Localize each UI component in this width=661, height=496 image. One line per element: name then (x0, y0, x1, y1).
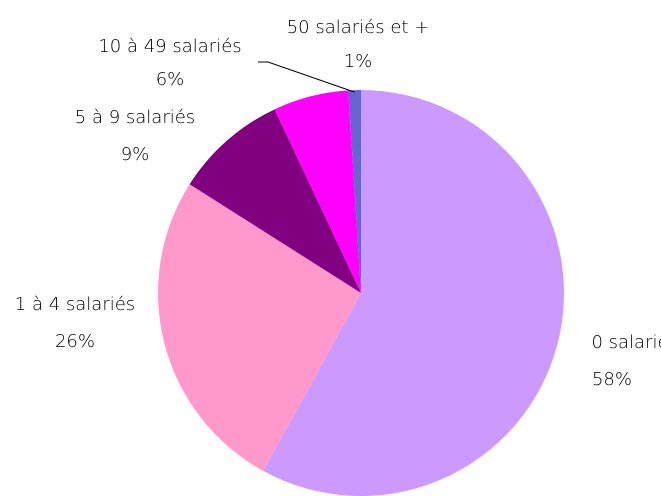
pie-slice (189, 109, 361, 294)
slice-value-label: 26% (55, 331, 95, 352)
slice-value-label: 6% (156, 69, 185, 90)
pie-slice (263, 90, 564, 496)
pie-slice (348, 90, 361, 293)
slice-label: 50 salariés et + (287, 17, 430, 38)
slice-label: 1 à 4 salariés (15, 294, 135, 315)
slice-label: 10 à 49 salariés (98, 36, 241, 57)
slice-value-label: 58% (592, 369, 632, 390)
slice-value-label: 9% (121, 144, 150, 165)
slice-value-label: 1% (344, 51, 373, 72)
leader-line (258, 61, 355, 93)
pie-slice (274, 90, 361, 293)
slice-label: 5 à 9 salariés (75, 107, 195, 128)
slice-label: 0 salarié (591, 332, 661, 353)
pie-slice (157, 184, 361, 471)
